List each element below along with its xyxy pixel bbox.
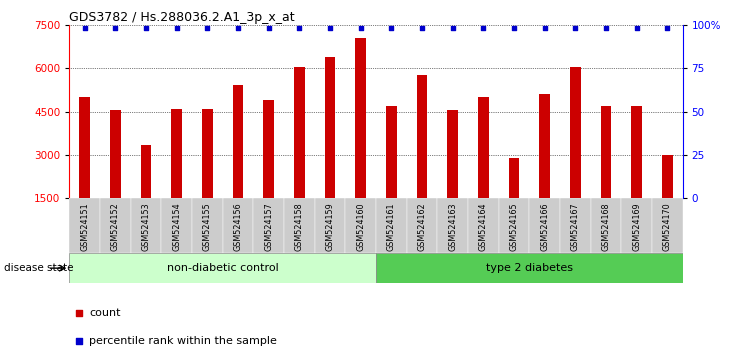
- Bar: [447, 110, 458, 241]
- Bar: [294, 67, 304, 241]
- Bar: [570, 67, 580, 241]
- Point: [140, 25, 152, 30]
- Bar: [591, 198, 621, 253]
- Text: percentile rank within the sample: percentile rank within the sample: [89, 336, 277, 346]
- Point: [293, 25, 305, 30]
- Point: [416, 25, 428, 30]
- Bar: [325, 57, 335, 241]
- Bar: [100, 198, 131, 253]
- Bar: [407, 198, 437, 253]
- Bar: [509, 158, 519, 241]
- Bar: [631, 106, 642, 241]
- Point: [79, 25, 91, 30]
- Bar: [192, 198, 223, 253]
- Text: GSM524154: GSM524154: [172, 202, 181, 251]
- Point: [569, 25, 581, 30]
- Text: GSM524164: GSM524164: [479, 202, 488, 251]
- Point: [477, 25, 489, 30]
- Point: [631, 25, 642, 30]
- Bar: [376, 253, 683, 283]
- Bar: [356, 38, 366, 241]
- Bar: [386, 106, 396, 241]
- Bar: [601, 106, 611, 241]
- Point: [508, 25, 520, 30]
- Text: GSM524166: GSM524166: [540, 202, 549, 251]
- Text: GSM524160: GSM524160: [356, 202, 365, 251]
- Text: GSM524156: GSM524156: [234, 202, 242, 251]
- Point: [263, 25, 274, 30]
- Bar: [223, 198, 253, 253]
- Text: GSM524159: GSM524159: [326, 202, 334, 251]
- Point: [232, 25, 244, 30]
- Text: GSM524155: GSM524155: [203, 202, 212, 251]
- Text: GDS3782 / Hs.288036.2.A1_3p_x_at: GDS3782 / Hs.288036.2.A1_3p_x_at: [69, 11, 295, 24]
- Bar: [253, 198, 284, 253]
- Text: disease state: disease state: [4, 263, 73, 273]
- Bar: [80, 97, 90, 241]
- Bar: [69, 198, 100, 253]
- Text: GSM524157: GSM524157: [264, 202, 273, 251]
- Point: [539, 25, 550, 30]
- Bar: [110, 110, 120, 241]
- Text: GSM524161: GSM524161: [387, 202, 396, 251]
- Text: GSM524167: GSM524167: [571, 202, 580, 251]
- Text: GSM524168: GSM524168: [602, 202, 610, 251]
- Bar: [131, 198, 161, 253]
- Bar: [141, 145, 151, 241]
- Point: [355, 25, 366, 30]
- Bar: [284, 198, 315, 253]
- Text: GSM524152: GSM524152: [111, 202, 120, 251]
- Point: [171, 25, 182, 30]
- Text: type 2 diabetes: type 2 diabetes: [485, 263, 573, 273]
- Text: GSM524165: GSM524165: [510, 202, 518, 251]
- Bar: [69, 253, 376, 283]
- Bar: [539, 94, 550, 241]
- Bar: [345, 198, 376, 253]
- Bar: [172, 109, 182, 241]
- Text: GSM524163: GSM524163: [448, 202, 457, 251]
- Bar: [529, 198, 560, 253]
- Text: GSM524170: GSM524170: [663, 202, 672, 251]
- Text: GSM524153: GSM524153: [142, 202, 150, 251]
- Point: [454, 204, 466, 209]
- Bar: [376, 198, 407, 253]
- Bar: [499, 198, 529, 253]
- Point: [110, 25, 121, 30]
- Bar: [478, 97, 488, 241]
- Point: [324, 25, 336, 30]
- Bar: [560, 198, 591, 253]
- Text: GSM524158: GSM524158: [295, 202, 304, 251]
- Bar: [652, 198, 683, 253]
- Point: [201, 25, 213, 30]
- Point: [385, 25, 397, 30]
- Point: [661, 25, 673, 30]
- Bar: [468, 198, 499, 253]
- Bar: [437, 198, 468, 253]
- Text: non-diabetic control: non-diabetic control: [166, 263, 279, 273]
- Bar: [161, 198, 192, 253]
- Bar: [662, 155, 672, 241]
- Point: [447, 25, 458, 30]
- Text: GSM524151: GSM524151: [80, 202, 89, 251]
- Text: count: count: [89, 308, 120, 318]
- Bar: [621, 198, 652, 253]
- Text: GSM524169: GSM524169: [632, 202, 641, 251]
- Point: [600, 25, 612, 30]
- Bar: [315, 198, 345, 253]
- Bar: [264, 100, 274, 241]
- Bar: [202, 109, 212, 241]
- Bar: [233, 86, 243, 241]
- Bar: [417, 75, 427, 241]
- Text: GSM524162: GSM524162: [418, 202, 426, 251]
